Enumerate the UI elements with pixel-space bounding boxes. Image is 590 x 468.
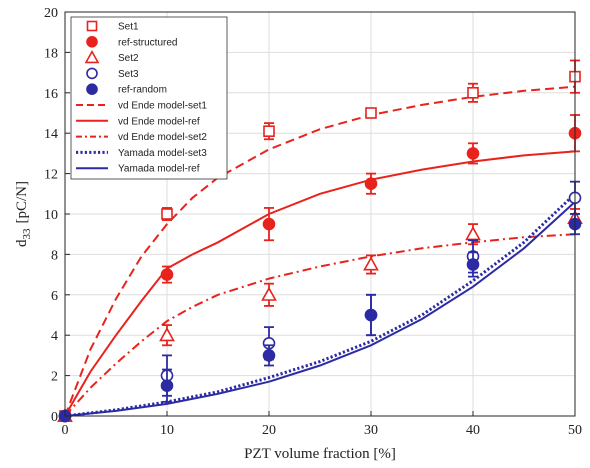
y-tick-label: 12 bbox=[44, 168, 58, 183]
x-tick-label: 40 bbox=[466, 423, 480, 438]
legend-item-set1: Set1 bbox=[86, 20, 139, 33]
legend-marker bbox=[86, 67, 98, 80]
legend-item-ref-structured: ref-structured bbox=[86, 35, 177, 48]
legend-label: vd Ende model-set2 bbox=[118, 132, 207, 143]
y-tick-label: 6 bbox=[51, 289, 58, 304]
y-axis-title-subscript: 33 bbox=[21, 228, 33, 240]
legend: Set1 ref-structured Set2 Set3 ref-random vd E… bbox=[70, 16, 228, 180]
legend-item-vd-ende-model-set1: vd Ende model-set1 bbox=[76, 101, 207, 112]
y-tick-label: 20 bbox=[44, 6, 58, 21]
y-axis-title: d33 [pC/N] bbox=[14, 181, 33, 247]
y-tick-label: 2 bbox=[51, 370, 58, 385]
x-tick-label: 10 bbox=[160, 423, 174, 438]
legend-label: ref-random bbox=[118, 85, 167, 96]
legend-item-vd-ende-model-set2: vd Ende model-set2 bbox=[76, 132, 207, 143]
data-point bbox=[365, 107, 377, 119]
data-point bbox=[262, 349, 276, 362]
legend-item-set2: Set2 bbox=[84, 49, 139, 64]
x-axis-title: PZT volume fraction [%] bbox=[244, 446, 396, 462]
y-tick-label: 18 bbox=[44, 46, 58, 61]
x-axis-ticks: 0 10 20 30 40 50 bbox=[62, 411, 582, 438]
legend-item-yamada-model-set3: Yamada model-set3 bbox=[76, 148, 207, 159]
legend-item-ref-random: ref-random bbox=[86, 83, 167, 96]
legend-label: Set1 bbox=[118, 22, 139, 33]
data-point bbox=[466, 147, 480, 160]
line-vd-ende-model-set1 bbox=[64, 85, 576, 417]
legend-label: Yamada model-set3 bbox=[118, 148, 207, 159]
legend-marker bbox=[86, 35, 98, 48]
legend-label: ref-structured bbox=[118, 37, 177, 48]
data-point bbox=[262, 217, 276, 231]
line-vd-ende-model-set2 bbox=[64, 233, 576, 417]
x-tick-label: 30 bbox=[364, 423, 378, 438]
legend-label: vd Ende model-ref bbox=[118, 116, 200, 127]
data-point bbox=[159, 327, 175, 342]
data-point bbox=[263, 125, 275, 137]
data-point bbox=[364, 308, 378, 322]
legend-item-set3: Set3 bbox=[86, 67, 139, 80]
data-point bbox=[160, 268, 174, 281]
y-tick-label: 8 bbox=[51, 248, 58, 263]
line-yamada-model-ref bbox=[64, 201, 576, 417]
data-point bbox=[466, 258, 480, 271]
legend-item-vd-ende-model-ref: vd Ende model-ref bbox=[76, 116, 200, 127]
data-point bbox=[363, 256, 379, 271]
legend-label: Set3 bbox=[118, 69, 139, 80]
svg-text:d33[pC/N]: d33 [pC/N] bbox=[14, 181, 33, 247]
data-point bbox=[261, 286, 277, 301]
legend-item-yamada-model-ref: Yamada model-ref bbox=[76, 164, 200, 175]
y-tick-label: 16 bbox=[44, 87, 58, 102]
y-tick-label: 4 bbox=[51, 329, 58, 344]
line-vd-ende-model-ref bbox=[64, 150, 576, 417]
data-point bbox=[161, 208, 173, 220]
legend-marker bbox=[84, 49, 100, 64]
x-tick-label: 50 bbox=[568, 423, 582, 438]
legend-label: Set2 bbox=[118, 53, 139, 64]
y-axis-title-unit: [pC/N] bbox=[14, 181, 30, 224]
line-yamada-model-set3 bbox=[64, 192, 577, 418]
legend-label: vd Ende model-set1 bbox=[118, 101, 207, 112]
model-lines bbox=[64, 85, 577, 418]
y-tick-label: 14 bbox=[44, 127, 58, 142]
x-tick-label: 0 bbox=[62, 423, 69, 438]
data-point bbox=[467, 87, 479, 99]
y-tick-label: 0 bbox=[51, 410, 58, 425]
y-axis-ticks: 0 2 4 6 8 10 12 14 16 18 20 bbox=[44, 6, 70, 425]
data-point bbox=[364, 177, 378, 190]
y-axis-title-main: d bbox=[14, 239, 30, 247]
data-point bbox=[160, 379, 174, 393]
series-ref-random bbox=[58, 213, 582, 423]
x-tick-label: 20 bbox=[262, 423, 276, 438]
legend-label: Yamada model-ref bbox=[118, 164, 200, 175]
legend-marker bbox=[86, 83, 98, 95]
y-tick-label: 10 bbox=[44, 208, 58, 223]
legend-marker bbox=[86, 20, 98, 32]
